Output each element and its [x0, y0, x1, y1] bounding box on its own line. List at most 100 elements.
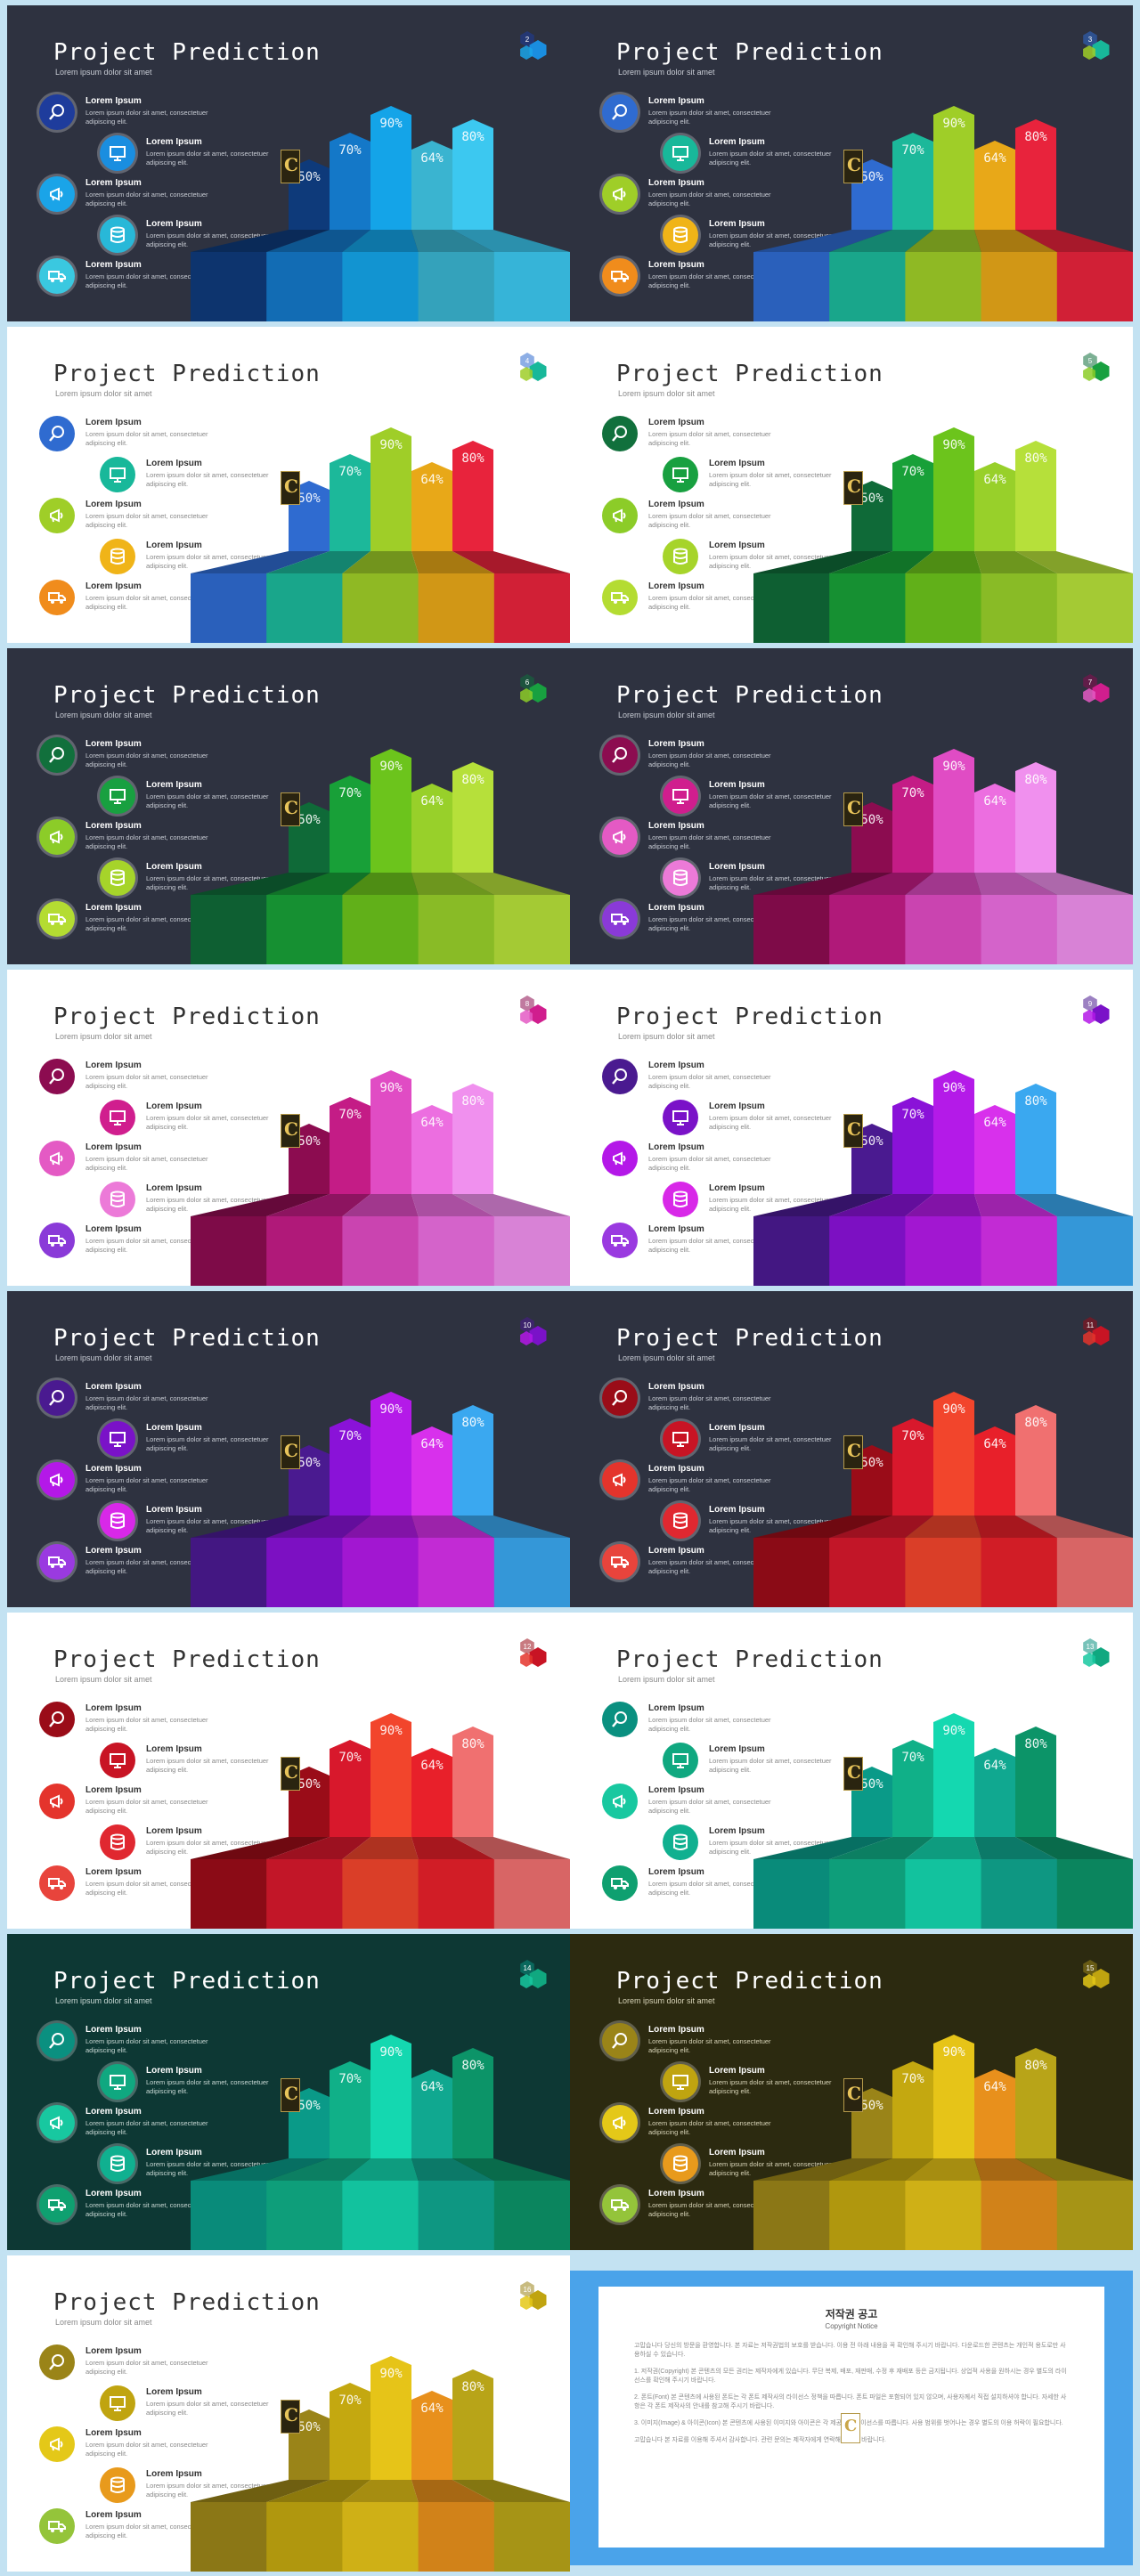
bar-chart: 50% 70% 90% 64% 80% C	[753, 1686, 1133, 1929]
feature-description: Lorem ipsum dolor sit amet, consectetuer…	[648, 512, 771, 529]
bar	[892, 1097, 933, 1194]
feature-title: Lorem Ipsum	[709, 219, 765, 229]
bar-floor	[905, 230, 981, 252]
page-number-badge: 7	[1083, 674, 1110, 703]
bar-chart: 50% 70% 90% 64% 80% C	[191, 1686, 570, 1929]
monitor-icon	[100, 1743, 135, 1778]
bar	[974, 1426, 1015, 1516]
feature-description: Lorem ipsum dolor sit amet, consectetuer…	[86, 1394, 208, 1411]
bar-base	[418, 2502, 495, 2572]
database-icon	[100, 217, 135, 253]
bar-floor	[266, 1194, 370, 1216]
feature-title: Lorem Ipsum	[86, 581, 142, 591]
bar-base	[981, 1859, 1058, 1929]
bar	[1015, 2048, 1056, 2158]
slide-subtitle: Lorem ipsum dolor sit amet	[618, 1996, 715, 2005]
feature-title: Lorem Ipsum	[86, 1060, 142, 1070]
bar-floor	[1015, 873, 1133, 895]
bar-value-label: 90%	[942, 1081, 965, 1095]
page-number: 15	[1087, 1964, 1095, 1972]
bar-value-label: 50%	[297, 1134, 321, 1149]
bar	[370, 1713, 411, 1837]
feature-title: Lorem Ipsum	[86, 1867, 142, 1877]
bar-floor	[342, 551, 419, 573]
bar-value-label: 90%	[942, 1724, 965, 1738]
slide-12: Project Prediction Lorem ipsum dolor sit …	[7, 1613, 570, 1929]
feature-title: Lorem Ipsum	[146, 780, 202, 790]
feature-title: Lorem Ipsum	[86, 739, 142, 749]
bar	[933, 749, 974, 873]
megaphone-icon	[602, 1141, 638, 1176]
feature-title: Lorem Ipsum	[709, 1423, 765, 1433]
feature-list: Lorem Ipsum Lorem ipsum dolor sit amet, c…	[39, 416, 269, 630]
bar	[370, 427, 411, 551]
bar-base	[266, 1216, 343, 1286]
magnifier-icon	[39, 1059, 75, 1094]
bar-base	[191, 252, 267, 321]
bar-value-label: 64%	[420, 1116, 444, 1130]
bar-floor	[905, 551, 981, 573]
bar-floor	[829, 551, 933, 573]
bar-floor	[342, 1194, 419, 1216]
bar	[330, 1418, 370, 1516]
bar-base	[981, 573, 1058, 643]
megaphone-icon	[39, 2105, 75, 2141]
feature-description: Lorem ipsum dolor sit amet, consectetuer…	[146, 2400, 269, 2417]
bar	[370, 2035, 411, 2158]
magnifier-icon	[39, 2023, 75, 2059]
bar	[370, 1070, 411, 1194]
bar-floor	[191, 1194, 330, 1216]
truck-icon	[39, 901, 75, 937]
feature-description: Lorem ipsum dolor sit amet, consectetuer…	[146, 553, 269, 570]
bar-base	[1056, 1859, 1133, 1929]
bar-base	[418, 573, 495, 643]
truck-icon	[39, 1544, 75, 1580]
brand-logo: C	[281, 1757, 300, 1791]
feature-description: Lorem ipsum dolor sit amet, consectetuer…	[648, 1073, 771, 1090]
feature-title: Lorem Ipsum	[709, 1826, 765, 1836]
bar-base	[905, 1859, 982, 1929]
bar-value-label: 64%	[420, 1437, 444, 1451]
page-number: 6	[525, 679, 530, 687]
bar-base	[191, 1216, 267, 1286]
feature-description: Lorem ipsum dolor sit amet, consectetuer…	[86, 272, 208, 289]
bar-floor	[753, 551, 892, 573]
bar	[411, 1105, 452, 1194]
bar-value-label: 70%	[901, 2072, 924, 2086]
feature-description: Lorem ipsum dolor sit amet, consectetuer…	[709, 1435, 832, 1452]
brand-logo-letter: C	[847, 797, 861, 818]
bar-floor	[974, 1516, 1057, 1538]
bar	[892, 1740, 933, 1837]
bar-floor	[1015, 1837, 1133, 1859]
feature-title: Lorem Ipsum	[648, 1464, 704, 1474]
bar-base	[1056, 1216, 1133, 1286]
magnifier-icon	[39, 1702, 75, 1737]
truck-icon	[602, 1544, 638, 1580]
feature-description: Lorem ipsum dolor sit amet, consectetuer…	[86, 1880, 208, 1897]
bar	[974, 784, 1015, 873]
bar-value-label: 80%	[1024, 1094, 1047, 1109]
bar	[933, 2035, 974, 2158]
bar	[452, 1084, 493, 1194]
bar-base	[1056, 573, 1133, 643]
bar-chart: 50% 70% 90% 64% 80% C	[191, 2328, 570, 2572]
bar	[452, 1727, 493, 1837]
brand-logo: C	[843, 792, 863, 826]
brand-logo-letter: C	[284, 475, 298, 497]
page-number-badge: 4	[520, 353, 547, 381]
feature-description: Lorem ipsum dolor sit amet, consectetuer…	[709, 792, 832, 809]
magnifier-icon	[602, 94, 638, 130]
bar-value-label: 70%	[901, 1429, 924, 1443]
bar-value-label: 80%	[461, 1416, 484, 1430]
feature-description: Lorem ipsum dolor sit amet, consectetuer…	[146, 2078, 269, 2095]
megaphone-icon	[602, 176, 638, 212]
feature-description: Lorem ipsum dolor sit amet, consectetuer…	[86, 191, 208, 207]
brand-logo: C	[281, 471, 300, 505]
feature-title: Lorem Ipsum	[709, 137, 765, 147]
bar-value-label: 70%	[338, 143, 362, 158]
database-icon	[100, 860, 135, 896]
bar-floor	[905, 1516, 981, 1538]
bar-floor	[266, 1837, 370, 1859]
bar	[411, 2391, 452, 2480]
